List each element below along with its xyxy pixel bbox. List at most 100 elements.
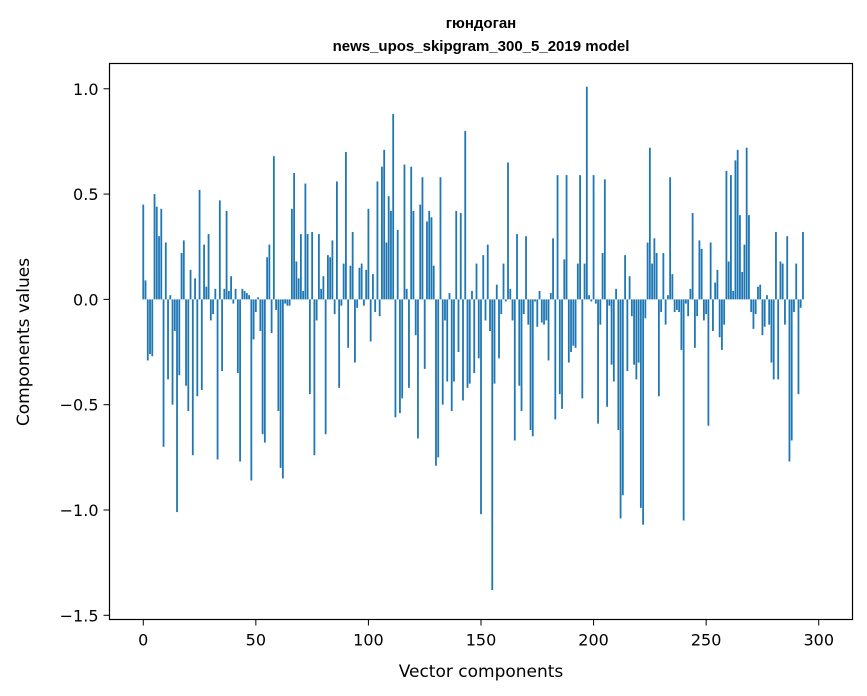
- bar-131: [437, 299, 440, 458]
- bar-241: [684, 299, 687, 304]
- bar-179: [545, 299, 548, 321]
- bar-234: [669, 177, 672, 300]
- bar-217: [630, 299, 633, 317]
- bar-15: [176, 299, 178, 513]
- x-tick-label: 0: [138, 631, 148, 650]
- bar-55: [266, 257, 269, 300]
- bar-213: [621, 299, 624, 496]
- bar-31: [212, 299, 214, 315]
- bar-33: [216, 299, 219, 460]
- bar-52: [259, 299, 262, 331]
- bar-98: [363, 299, 365, 306]
- y-tick-label: −0.5: [60, 396, 99, 415]
- bar-161: [504, 299, 507, 302]
- bar-140: [457, 299, 460, 353]
- bar-148: [475, 263, 478, 300]
- bar-182: [552, 238, 554, 300]
- bar-214: [624, 255, 626, 300]
- bar-175: [536, 299, 539, 327]
- bar-0: [142, 204, 145, 300]
- bar-6: [155, 206, 158, 300]
- x-tick-label: 250: [691, 631, 722, 650]
- bar-249: [703, 299, 705, 321]
- bar-230: [660, 299, 663, 313]
- bar-189: [567, 299, 570, 363]
- bar-38: [227, 290, 230, 300]
- bar-133: [441, 299, 444, 405]
- bar-129: [432, 265, 435, 300]
- bar-286: [786, 236, 789, 300]
- bar-285: [784, 299, 786, 325]
- bar-223: [644, 299, 647, 319]
- bar-97: [360, 263, 363, 300]
- bar-157: [495, 284, 498, 300]
- bar-110: [390, 210, 392, 300]
- bar-119: [410, 166, 413, 300]
- bar-17: [180, 253, 183, 300]
- bar-62: [281, 299, 284, 479]
- bar-56: [268, 244, 271, 300]
- bar-1: [144, 280, 147, 300]
- x-tick-label: 50: [246, 631, 266, 650]
- bar-203: [599, 299, 602, 325]
- bar-290: [795, 263, 798, 300]
- bar-164: [511, 299, 514, 321]
- bar-83: [329, 257, 332, 300]
- bar-114: [399, 299, 401, 414]
- bar-95: [356, 299, 359, 308]
- bar-242: [687, 299, 690, 317]
- bar-24: [196, 299, 199, 397]
- bar-231: [662, 253, 665, 300]
- bar-280: [772, 299, 775, 380]
- bar-291: [797, 299, 800, 395]
- bar-19: [185, 299, 187, 386]
- bar-135: [446, 299, 449, 382]
- bar-13: [171, 299, 174, 405]
- x-tick-label: 150: [466, 631, 497, 650]
- bar-112: [394, 299, 397, 418]
- bar-254: [714, 282, 717, 300]
- bar-21: [189, 269, 192, 300]
- bar-3: [149, 299, 151, 355]
- bar-279: [770, 299, 773, 363]
- bar-201: [594, 299, 597, 304]
- bar-132: [439, 177, 442, 300]
- bar-266: [741, 272, 744, 300]
- bar-63: [284, 299, 287, 304]
- chart-title: гюндоган: [446, 15, 516, 32]
- bar-9: [162, 299, 165, 447]
- bar-90: [345, 151, 347, 300]
- bar-80: [322, 276, 325, 300]
- bar-113: [396, 229, 399, 300]
- bar-106: [381, 166, 383, 300]
- bar-37: [225, 210, 228, 300]
- bar-65: [288, 299, 291, 306]
- bar-259: [725, 170, 728, 300]
- bar-165: [513, 299, 516, 441]
- bar-227: [653, 238, 656, 300]
- bar-45: [243, 290, 246, 300]
- bar-151: [482, 255, 485, 300]
- bar-197: [585, 86, 588, 300]
- bar-292: [799, 299, 802, 308]
- bar-155: [491, 299, 494, 591]
- bar-283: [779, 261, 782, 300]
- y-axis-ticks: −1.5 −1.0 −0.5 0.0 0.5 1.0: [60, 80, 110, 625]
- bar-124: [421, 177, 424, 300]
- bar-126: [426, 221, 428, 300]
- bar-50: [254, 299, 257, 313]
- bar-196: [583, 263, 586, 300]
- bar-228: [655, 253, 658, 300]
- bar-225: [648, 147, 651, 300]
- bar-210: [615, 288, 617, 300]
- bar-118: [408, 299, 410, 388]
- bar-218: [633, 299, 635, 365]
- bar-232: [664, 299, 667, 325]
- bar-60: [277, 299, 280, 411]
- bar-64: [286, 299, 289, 306]
- bar-216: [628, 276, 631, 300]
- bar-156: [493, 299, 496, 384]
- bar-49: [252, 299, 255, 340]
- bar-5: [153, 194, 156, 300]
- bar-79: [320, 288, 323, 300]
